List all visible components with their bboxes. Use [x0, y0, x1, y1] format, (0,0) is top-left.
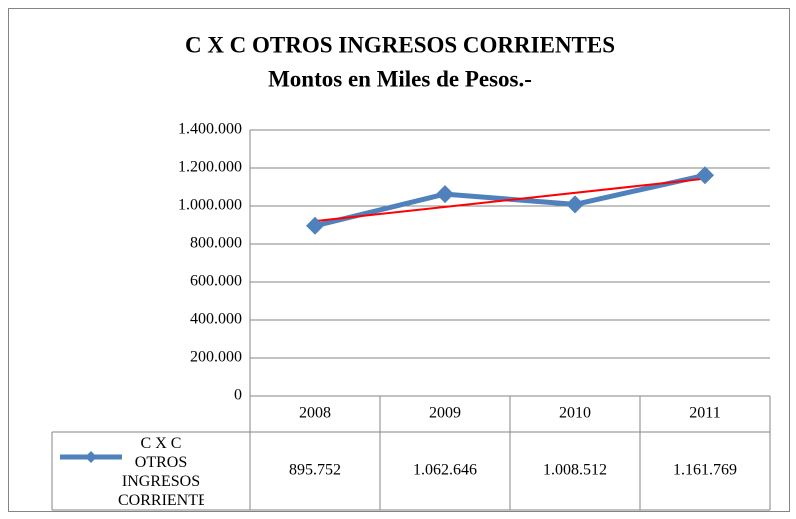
- y-tick-label: 1.200.000: [178, 159, 242, 176]
- legend-label: C X C OTROS INGRESOS CORRIENTES: [118, 435, 204, 509]
- y-tick-label: 0: [234, 387, 242, 404]
- trendline: [314, 177, 706, 223]
- data-point: [436, 185, 454, 204]
- legend-marker: [85, 451, 97, 463]
- data-table-value: 1.161.769: [673, 462, 737, 479]
- x-tick-label: 2011: [689, 405, 720, 422]
- x-tick-label: 2010: [559, 405, 591, 422]
- y-tick-label: 1.000.000: [178, 197, 242, 214]
- y-tick-label: 200.000: [190, 349, 242, 366]
- x-tick-label: 2008: [299, 405, 331, 422]
- chart-title: C X C OTROS INGRESOS CORRIENTES: [185, 32, 615, 57]
- data-table-value: 1.062.646: [413, 462, 477, 479]
- y-tick-label: 1.400.000: [178, 121, 242, 138]
- x-tick-label: 2009: [429, 405, 461, 422]
- y-tick-label: 800.000: [190, 235, 242, 252]
- chart-border: [8, 8, 790, 512]
- data-point: [566, 195, 584, 214]
- chart-subtitle: Montos en Miles de Pesos.-: [268, 66, 532, 91]
- y-tick-label: 400.000: [190, 311, 242, 328]
- legend-label-box: C X C OTROS INGRESOS CORRIENTES: [118, 435, 204, 509]
- data-point: [306, 216, 324, 235]
- data-point: [696, 166, 714, 185]
- data-table-value: 895.752: [289, 462, 341, 479]
- y-tick-label: 600.000: [190, 273, 242, 290]
- data-table-value: 1.008.512: [543, 462, 607, 479]
